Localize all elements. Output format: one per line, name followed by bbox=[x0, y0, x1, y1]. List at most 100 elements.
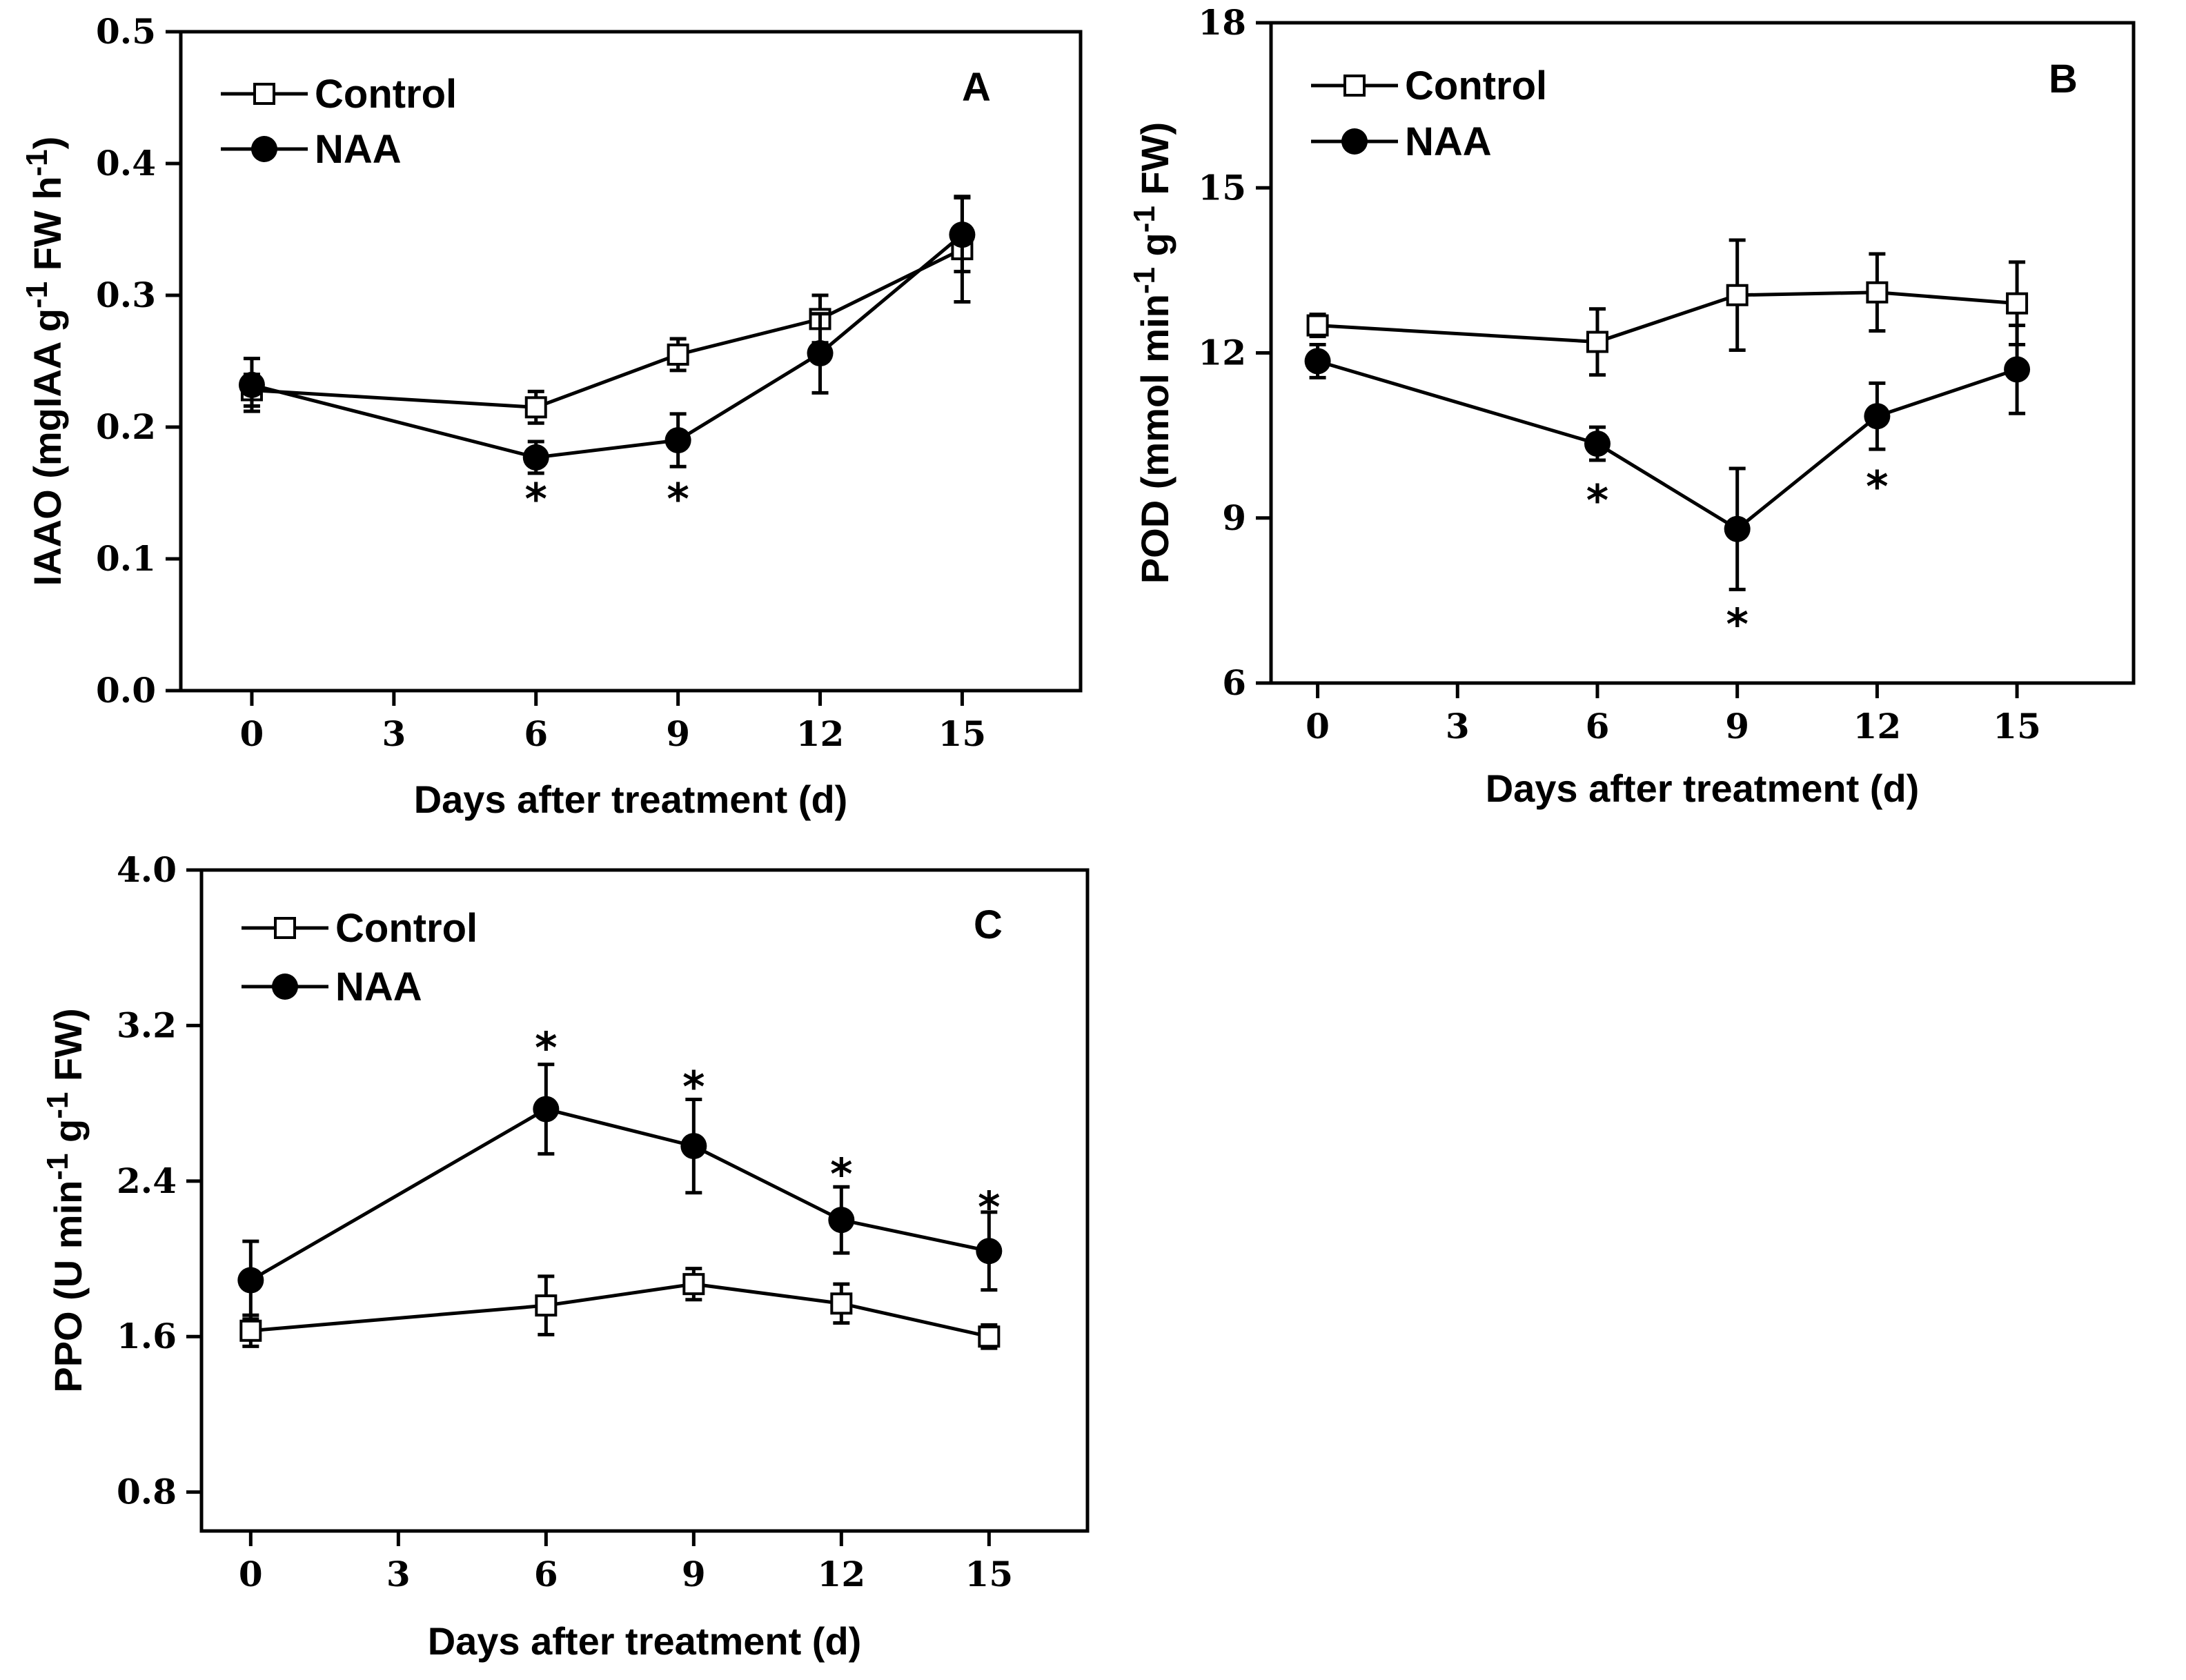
series-control bbox=[1306, 238, 2029, 377]
y-axis-title-part: IAAO (mgIAA g bbox=[26, 308, 69, 586]
y-tick-label: 0.8 bbox=[117, 1472, 177, 1512]
legend-marker-square bbox=[253, 83, 275, 105]
x-tick-label: 0 bbox=[1306, 706, 1330, 747]
legend-label: NAA bbox=[315, 127, 402, 172]
legend-marker-square bbox=[1343, 75, 1366, 97]
legend-marker-circle bbox=[1341, 128, 1368, 155]
y-axis-title-part: FW) bbox=[1133, 122, 1176, 206]
x-tick-label: 12 bbox=[1853, 706, 1902, 747]
data-point-circle bbox=[2004, 356, 2031, 383]
y-axis-title: POD (mmol min-1 g-1 FW) bbox=[1128, 122, 1176, 584]
data-point-square bbox=[1866, 281, 1889, 304]
series-control bbox=[240, 195, 974, 425]
series-line bbox=[1317, 290, 2018, 344]
x-tick-label: 0 bbox=[239, 1554, 263, 1594]
data-point-circle bbox=[807, 340, 834, 367]
y-axis-title-part: FW) bbox=[46, 1008, 90, 1091]
data-point-circle bbox=[828, 1207, 855, 1234]
y-tick-label: 12 bbox=[1198, 333, 1246, 373]
legend-label: NAA bbox=[1405, 119, 1492, 164]
plot-frame bbox=[179, 30, 1083, 693]
y-axis-title-part: PPO (U min bbox=[46, 1180, 90, 1393]
y-tick-label: 1.6 bbox=[117, 1316, 177, 1356]
data-point-square bbox=[682, 1273, 705, 1296]
y-axis-title-part: -1 bbox=[20, 281, 54, 308]
x-tick-label: 9 bbox=[682, 1554, 706, 1594]
legend-label: Control bbox=[1405, 63, 1547, 108]
x-tick-label: 3 bbox=[1446, 706, 1470, 747]
y-axis-title-part: -1 bbox=[41, 1154, 75, 1180]
significance-star: * bbox=[525, 474, 547, 524]
x-tick-label: 15 bbox=[938, 713, 987, 754]
x-tick-label: 0 bbox=[240, 713, 264, 754]
y-tick-label: 0.3 bbox=[96, 275, 156, 315]
x-axis-title: Days after treatment (d) bbox=[1486, 767, 1920, 810]
significance-star: * bbox=[1586, 475, 1608, 526]
y-axis-title-part: -1 bbox=[20, 149, 54, 176]
y-tick-label: 2.4 bbox=[117, 1160, 177, 1201]
x-tick-label: 9 bbox=[666, 713, 690, 754]
data-point-circle bbox=[533, 1096, 560, 1123]
significance-star: * bbox=[830, 1149, 852, 1200]
data-point-circle bbox=[949, 221, 976, 248]
legend-entry-control: Control bbox=[1311, 63, 1547, 108]
data-point-square bbox=[667, 343, 689, 366]
plot-frame bbox=[1269, 21, 2136, 685]
x-tick-label: 15 bbox=[1993, 706, 2041, 747]
x-axis-title: Days after treatment (d) bbox=[414, 778, 848, 821]
data-point-circle bbox=[522, 444, 549, 471]
y-tick-label: 0.1 bbox=[96, 538, 156, 579]
x-axis-title: Days after treatment (d) bbox=[428, 1619, 862, 1663]
y-tick-label: 3.2 bbox=[117, 1005, 177, 1045]
legend-marker-circle bbox=[251, 136, 277, 162]
y-tick-label: 0.0 bbox=[96, 670, 156, 711]
data-point-square bbox=[535, 1294, 558, 1317]
legend-entry-control: Control bbox=[221, 72, 457, 117]
data-point-circle bbox=[237, 1267, 264, 1294]
data-point-circle bbox=[1584, 431, 1611, 457]
chart-panel-b: 0 3 6 9 12 15 6 9 12 15 18 Days after treatment (d)… bbox=[1128, 2, 2136, 810]
chart-panel-c: 0 3 6 9 12 15 0.8 1.6 2.4 3.2 4.0 Days after treatm… bbox=[41, 849, 1090, 1663]
y-tick-label: 18 bbox=[1198, 2, 1246, 43]
data-point-circle bbox=[1864, 403, 1891, 430]
data-point-square bbox=[1586, 330, 1608, 353]
x-tick-label: 3 bbox=[382, 713, 406, 754]
x-tick-label: 12 bbox=[818, 1554, 866, 1594]
significance-star: * bbox=[535, 1023, 557, 1074]
x-tick-label: 15 bbox=[965, 1554, 1014, 1594]
panel-label: B bbox=[2049, 57, 2078, 101]
series-naa bbox=[238, 196, 976, 475]
significance-star: * bbox=[682, 1062, 705, 1112]
y-tick-label: 15 bbox=[1198, 167, 1246, 208]
legend-entry-control: Control bbox=[242, 906, 477, 951]
y-axis-title-part: ) bbox=[26, 137, 69, 150]
y-axis-title-part: FW h bbox=[26, 176, 69, 281]
legend-entry-naa: NAA bbox=[242, 965, 422, 1009]
x-tick-label: 6 bbox=[534, 1554, 558, 1594]
x-tick-label: 9 bbox=[1725, 706, 1749, 747]
panel-label: A bbox=[962, 65, 991, 110]
series-line bbox=[251, 233, 964, 459]
data-point-square bbox=[524, 396, 547, 419]
legend-marker-circle bbox=[272, 974, 298, 1000]
legend-entry-naa: NAA bbox=[221, 127, 402, 172]
y-axis-title-part: g bbox=[46, 1119, 90, 1154]
data-point-circle bbox=[664, 427, 691, 454]
legend-entry-naa: NAA bbox=[1311, 119, 1492, 164]
significance-star: * bbox=[978, 1183, 1000, 1233]
data-point-circle bbox=[976, 1238, 1003, 1265]
data-point-square bbox=[978, 1325, 1001, 1348]
legend-label: NAA bbox=[335, 965, 422, 1009]
legend-marker-square bbox=[274, 917, 296, 939]
y-tick-label: 0.4 bbox=[96, 143, 156, 184]
data-point-circle bbox=[680, 1133, 707, 1160]
data-point-square bbox=[2006, 292, 2029, 315]
series-line bbox=[1317, 359, 2018, 531]
x-tick-label: 6 bbox=[1586, 706, 1610, 747]
y-axis-title-part: -1 bbox=[1128, 206, 1161, 233]
y-tick-label: 4.0 bbox=[117, 849, 177, 890]
series-line bbox=[250, 1107, 989, 1282]
plot-frame bbox=[199, 868, 1090, 1533]
y-axis-title-part: -1 bbox=[1128, 267, 1161, 294]
